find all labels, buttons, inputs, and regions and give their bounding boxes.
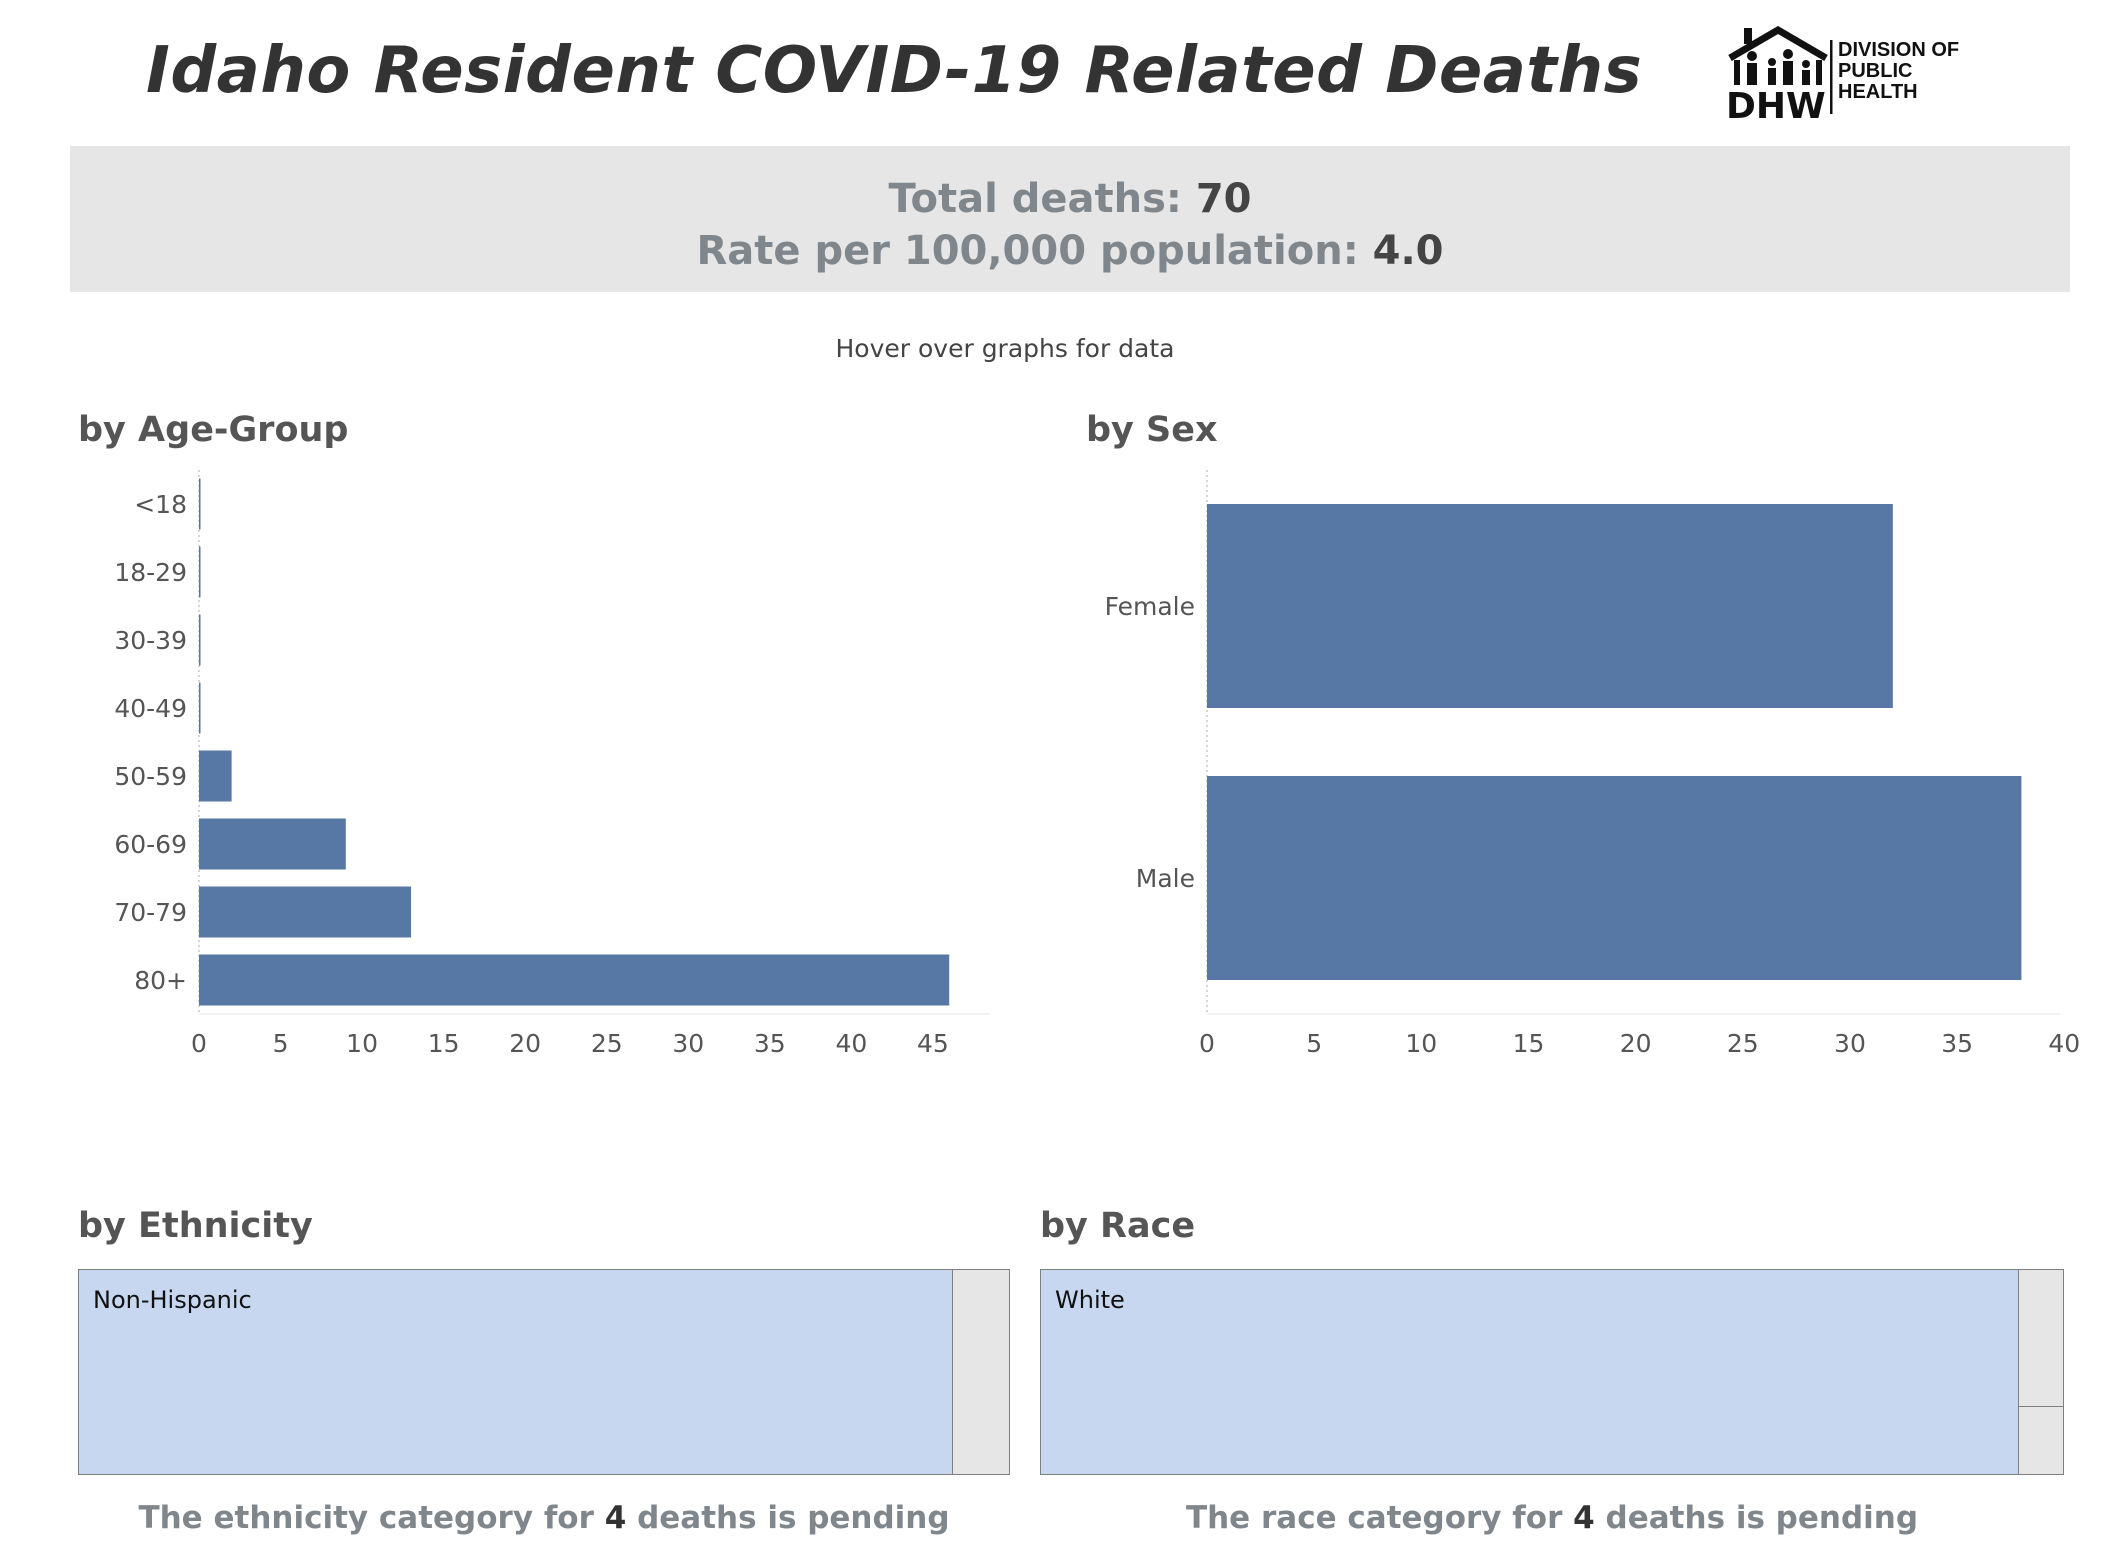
treemap-cell-other[interactable]: [953, 1270, 1009, 1474]
dhw-logo: DHW DIVISION OF PUBLIC HEALTH: [1722, 25, 1962, 127]
ethnicity-treemap[interactable]: Non-Hispanic: [78, 1269, 1010, 1475]
bar-50-59[interactable]: [199, 750, 232, 802]
category-label: Female: [1105, 592, 1195, 621]
summary-panel: Total deaths: 70 Rate per 100,000 popula…: [70, 146, 2070, 292]
treemap-label: Non-Hispanic: [93, 1286, 252, 1314]
age-group-chart[interactable]: <18 18-29 30-39 40-49 50-59 60-69 70-79 80+ 0 5 10…: [0, 460, 1040, 1080]
logo-dhw-text: DHW: [1726, 86, 1826, 122]
category-label: 18-29: [114, 558, 187, 587]
treemap-cell-white[interactable]: White: [1041, 1270, 2019, 1474]
treemap-label: White: [1055, 1286, 1125, 1314]
bar-female[interactable]: [1207, 504, 1893, 708]
category-label: 50-59: [114, 762, 187, 791]
x-tick-label: 0: [1199, 1029, 1215, 1058]
bar-40-49[interactable]: [199, 682, 201, 734]
x-tick-label: 15: [428, 1029, 460, 1058]
ethnicity-pending-note: The ethnicity category for 4 deaths is p…: [138, 1500, 950, 1536]
x-tick-label: 45: [917, 1029, 949, 1058]
category-label: 40-49: [114, 694, 187, 723]
sex-chart[interactable]: Female Male 0 5 10 15 20 25 30 35 40: [1040, 460, 2114, 1080]
ethnicity-title: by Ethnicity: [78, 1206, 313, 1246]
category-label: 30-39: [114, 626, 187, 655]
death-rate-label: Rate per 100,000 population:: [696, 228, 1359, 274]
x-tick-label: 20: [1620, 1029, 1652, 1058]
race-treemap[interactable]: White: [1040, 1269, 2064, 1475]
category-label: Male: [1136, 864, 1195, 893]
race-title: by Race: [1040, 1206, 1196, 1246]
treemap-cell-other[interactable]: [2019, 1407, 2063, 1474]
x-tick-label: 25: [591, 1029, 623, 1058]
page-title: Idaho Resident COVID-19 Related Deaths: [146, 34, 1643, 108]
category-label: 80+: [134, 966, 187, 995]
treemap-cell-non-hispanic[interactable]: Non-Hispanic: [79, 1270, 953, 1474]
total-deaths: Total deaths: 70: [70, 176, 2070, 222]
bar-18[interactable]: [199, 478, 201, 530]
bar-80[interactable]: [199, 954, 950, 1006]
treemap-cell-other[interactable]: [2019, 1270, 2063, 1407]
family-house-icon: DHW: [1726, 25, 1833, 127]
x-tick-label: 0: [191, 1029, 207, 1058]
bar-18-29[interactable]: [199, 546, 201, 598]
category-label: 60-69: [114, 830, 187, 859]
bar-30-39[interactable]: [199, 614, 201, 666]
x-tick-label: 30: [672, 1029, 704, 1058]
x-tick-label: 15: [1513, 1029, 1545, 1058]
x-tick-label: 40: [2048, 1029, 2080, 1058]
x-tick-label: 10: [346, 1029, 378, 1058]
x-tick-label: 35: [754, 1029, 786, 1058]
x-tick-label: 35: [1941, 1029, 1973, 1058]
bar-male[interactable]: [1207, 776, 2022, 980]
sex-chart-title: by Sex: [1086, 410, 1218, 450]
x-tick-label: 10: [1405, 1029, 1437, 1058]
age-chart-title: by Age-Group: [78, 410, 349, 450]
x-tick-label: 5: [1306, 1029, 1322, 1058]
logo-division-text: DIVISION OF PUBLIC HEALTH: [1838, 39, 1960, 103]
x-tick-label: 5: [273, 1029, 289, 1058]
category-label: 70-79: [114, 898, 187, 927]
hover-note: Hover over graphs for data: [835, 334, 1175, 363]
death-rate-value: 4.0: [1372, 228, 1444, 274]
category-label: <18: [134, 490, 187, 519]
x-tick-label: 25: [1727, 1029, 1759, 1058]
bar-60-69[interactable]: [199, 818, 346, 870]
total-deaths-value: 70: [1195, 176, 1252, 222]
race-pending-note: The race category for 4 deaths is pendin…: [1185, 1500, 1919, 1536]
x-tick-label: 40: [835, 1029, 867, 1058]
death-rate: Rate per 100,000 population: 4.0: [70, 228, 2070, 274]
bar-70-79[interactable]: [199, 886, 412, 938]
total-deaths-label: Total deaths:: [888, 176, 1182, 222]
x-tick-label: 20: [509, 1029, 541, 1058]
x-tick-label: 30: [1834, 1029, 1866, 1058]
